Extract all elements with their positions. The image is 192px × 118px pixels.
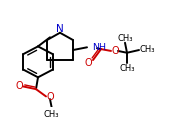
Text: NH: NH [92, 43, 106, 52]
Text: CH₃: CH₃ [43, 110, 59, 118]
Text: O: O [15, 80, 23, 91]
Text: CH₃: CH₃ [139, 45, 155, 54]
Text: N: N [56, 24, 64, 34]
Text: CH₃: CH₃ [117, 34, 133, 43]
Text: O: O [84, 58, 92, 68]
Text: O: O [111, 46, 119, 56]
Text: O: O [46, 92, 54, 102]
Text: CH₃: CH₃ [119, 64, 135, 73]
